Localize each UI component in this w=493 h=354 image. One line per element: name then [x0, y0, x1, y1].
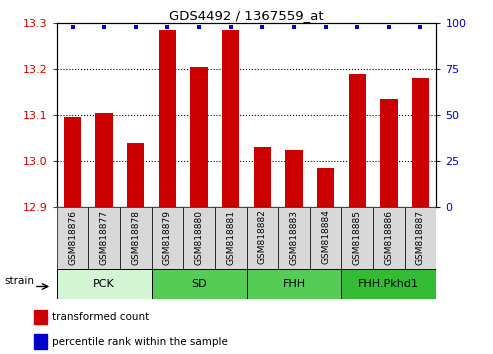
Text: GSM818876: GSM818876	[68, 210, 77, 264]
Bar	[159, 30, 176, 207]
Bar	[190, 67, 208, 207]
Text: GSM818882: GSM818882	[258, 210, 267, 264]
Bar	[120, 207, 152, 269]
Text: SD: SD	[191, 279, 207, 289]
Bar	[88, 207, 120, 269]
Text: GSM818881: GSM818881	[226, 210, 235, 264]
Text: transformed count: transformed count	[52, 312, 149, 322]
Text: GSM818878: GSM818878	[131, 210, 141, 264]
Text: GSM818877: GSM818877	[100, 210, 108, 264]
Text: FHH: FHH	[282, 279, 306, 289]
Text: FHH.Pkhd1: FHH.Pkhd1	[358, 279, 420, 289]
Bar	[57, 269, 152, 299]
Text: GSM818880: GSM818880	[195, 210, 204, 264]
Bar	[253, 147, 271, 207]
Bar	[34, 335, 47, 349]
Bar	[34, 310, 47, 324]
Bar	[405, 207, 436, 269]
Text: GSM818883: GSM818883	[289, 210, 298, 264]
Text: GSM818885: GSM818885	[352, 210, 362, 264]
Text: percentile rank within the sample: percentile rank within the sample	[52, 337, 228, 347]
Bar	[96, 113, 113, 207]
Bar	[373, 207, 405, 269]
Bar	[57, 207, 88, 269]
Bar	[127, 143, 144, 207]
Bar	[152, 269, 246, 299]
Bar	[317, 168, 334, 207]
Bar	[64, 118, 81, 207]
Bar	[183, 207, 215, 269]
Text: GSM818886: GSM818886	[385, 210, 393, 264]
Bar	[285, 150, 303, 207]
Text: GSM818884: GSM818884	[321, 210, 330, 264]
Bar	[310, 207, 341, 269]
Bar	[341, 207, 373, 269]
Title: GDS4492 / 1367559_at: GDS4492 / 1367559_at	[169, 9, 324, 22]
Text: GSM818879: GSM818879	[163, 210, 172, 264]
Bar	[152, 207, 183, 269]
Bar	[380, 99, 397, 207]
Bar	[246, 207, 278, 269]
Bar	[349, 74, 366, 207]
Text: PCK: PCK	[93, 279, 115, 289]
Bar	[246, 269, 341, 299]
Bar	[341, 269, 436, 299]
Bar	[215, 207, 246, 269]
Text: strain: strain	[4, 276, 35, 286]
Text: GSM818887: GSM818887	[416, 210, 425, 264]
Bar	[278, 207, 310, 269]
Bar	[222, 30, 240, 207]
Bar	[412, 78, 429, 207]
